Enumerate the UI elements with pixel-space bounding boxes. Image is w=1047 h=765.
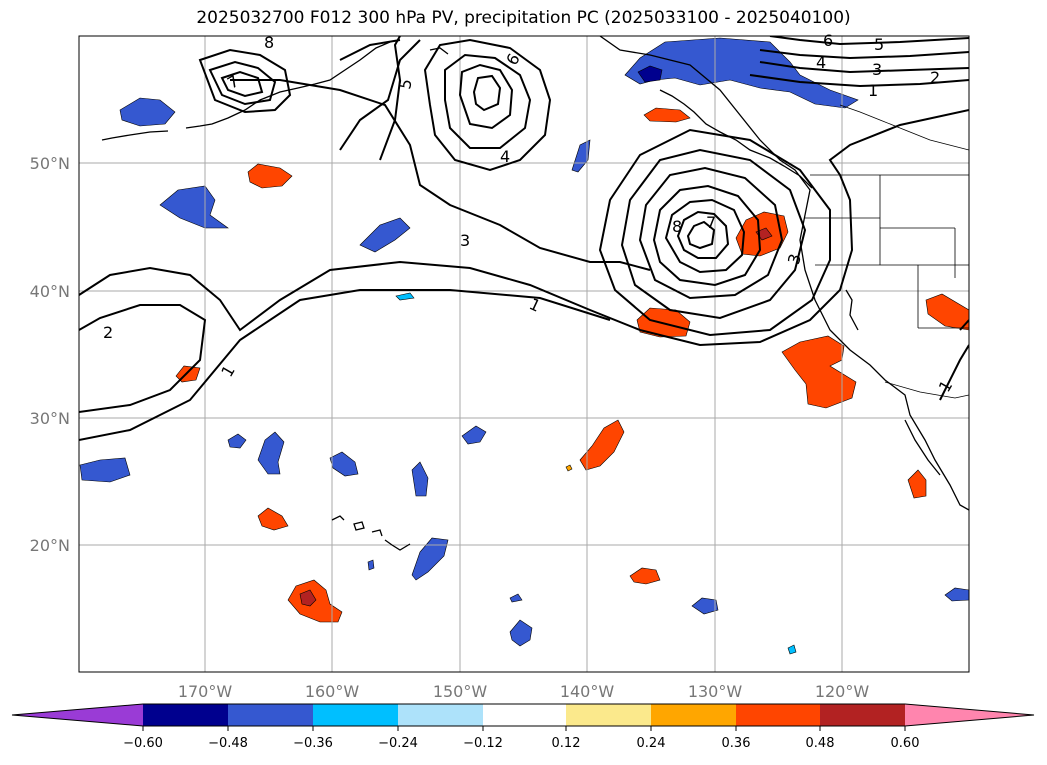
neg-area (624, 37, 859, 109)
colorbar-tick-label: 0.36 (722, 736, 751, 751)
longitude-labels: 170°W 160°W 150°W 140°W 130°W 120°W (178, 682, 870, 701)
neg-area (411, 461, 429, 497)
lon-label-130w: 130°W (688, 682, 743, 701)
colorbar: −0.60 −0.48 −0.36 −0.24 −0.12 0.12 0.24 0.36 0.4… (11, 703, 1035, 751)
map-title: 2025032700 F012 300 hPa PV, precipitatio… (196, 8, 851, 28)
colorbar-tick-label: −0.36 (293, 736, 333, 751)
neg-area (944, 587, 969, 602)
colorbar-tick-label: −0.48 (208, 736, 248, 751)
colorbar-tick-label: 0.12 (552, 736, 581, 751)
pos-area (565, 464, 573, 472)
lon-label-170w: 170°W (178, 682, 233, 701)
neg-area (571, 139, 591, 173)
colorbar-tick-label: 0.24 (637, 736, 666, 751)
colorbar-segment (228, 704, 313, 726)
negative-precip-areas (79, 37, 969, 655)
pv-label: 4 (500, 147, 510, 166)
plot-frame (78, 35, 970, 673)
neg-area (329, 451, 359, 477)
pos-area (781, 335, 857, 409)
colorbar-tick-label: 0.60 (891, 736, 920, 751)
pv-label: 8 (672, 217, 682, 236)
latitude-labels: 50°N 40°N 30°N 20°N (30, 154, 70, 555)
pos-area (643, 107, 691, 123)
colorbar-ticks: −0.60 −0.48 −0.36 −0.24 −0.12 0.12 0.24 0.36 0.4… (123, 726, 919, 751)
pv-label: 8 (264, 33, 274, 52)
pv-label: 2 (930, 68, 940, 87)
pv-label: 3 (872, 60, 882, 79)
lat-label-30n: 30°N (30, 409, 70, 428)
pos-area (629, 567, 661, 585)
colorbar-tick-label: −0.24 (378, 736, 418, 751)
pv-label: 4 (816, 53, 826, 72)
pv-label: 7 (706, 213, 716, 232)
colorbar-segment (820, 704, 905, 726)
pos-area (299, 589, 317, 607)
pv-label: 1 (868, 81, 878, 100)
pv-label: 6 (823, 31, 833, 50)
neg-area (119, 97, 176, 127)
neg-area (637, 65, 663, 83)
lon-label-160w: 160°W (305, 682, 360, 701)
colorbar-segment (313, 704, 398, 726)
colorbar-segment (651, 704, 736, 726)
lon-label-120w: 120°W (815, 682, 870, 701)
pv-label: 2 (103, 323, 113, 342)
neg-area (411, 537, 449, 581)
pos-area (925, 293, 969, 331)
neg-area (461, 425, 487, 445)
colorbar-segment (143, 704, 228, 726)
colorbar-tick-label: −0.12 (463, 736, 503, 751)
neg-area (359, 217, 411, 253)
neg-area (509, 619, 533, 647)
lon-label-140w: 140°W (560, 682, 615, 701)
pos-area (257, 507, 289, 531)
neg-area (367, 559, 375, 571)
pv-label: 5 (395, 77, 415, 90)
colorbar-segment (905, 704, 1034, 726)
lon-label-150w: 150°W (433, 682, 488, 701)
neg-area (257, 431, 285, 475)
pos-area (907, 469, 927, 499)
neg-area (691, 597, 719, 615)
neg-area (787, 644, 797, 655)
lat-label-40n: 40°N (30, 282, 70, 301)
colorbar-segment (398, 704, 483, 726)
lat-label-50n: 50°N (30, 154, 70, 173)
colorbar-segment (566, 704, 651, 726)
lat-label-20n: 20°N (30, 536, 70, 555)
gridlines (79, 36, 969, 672)
colorbar-tick-label: 0.48 (806, 736, 835, 751)
colorbar-segment (736, 704, 820, 726)
pos-area (247, 163, 293, 189)
pv-label: 3 (460, 231, 470, 250)
colorbar-tick-label: −0.60 (123, 736, 163, 751)
neg-area (159, 185, 229, 229)
pos-area (579, 419, 625, 471)
colorbar-segment (483, 704, 566, 726)
neg-area (79, 457, 131, 483)
neg-area (395, 292, 415, 301)
pv-contours (79, 36, 969, 441)
pv-label: 3 (784, 252, 805, 267)
colorbar-segment (12, 704, 143, 726)
colorbar-segments (11, 703, 1035, 727)
pv-label: 5 (874, 35, 884, 54)
neg-area (509, 593, 523, 603)
neg-area (227, 433, 247, 449)
